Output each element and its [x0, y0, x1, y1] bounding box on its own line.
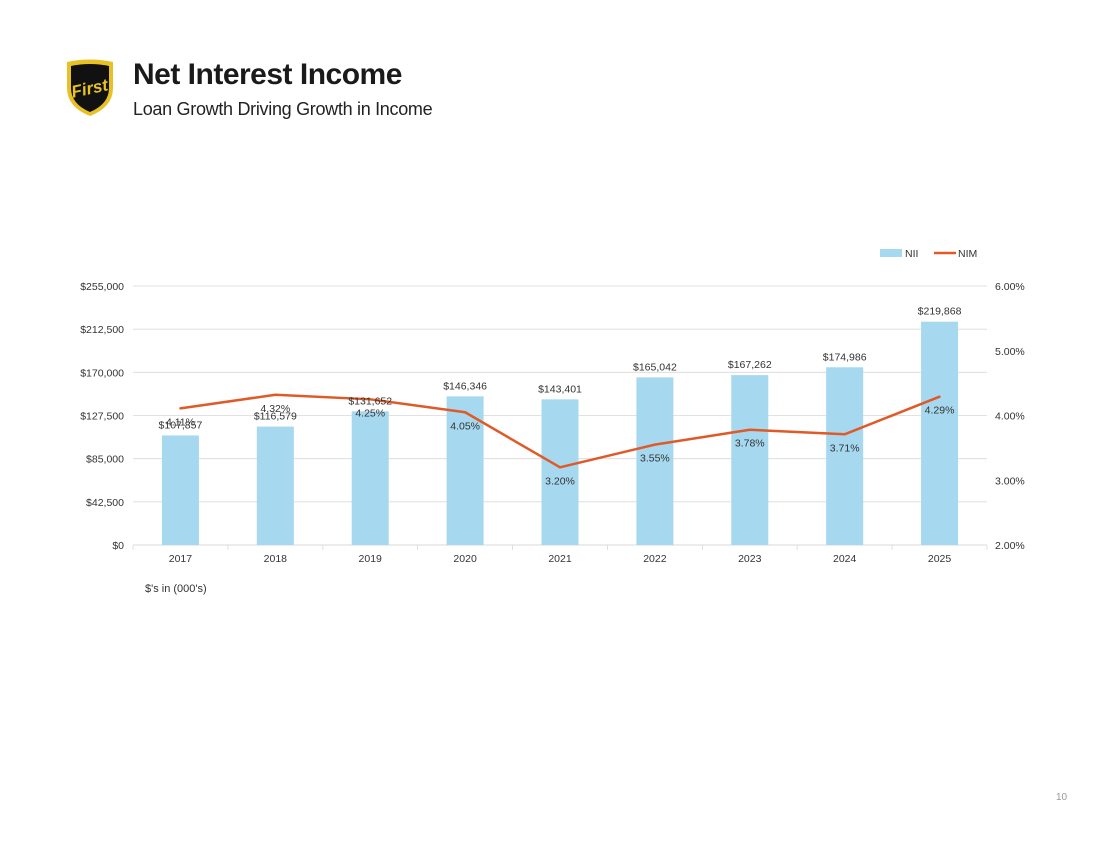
- nim-data-label: 3.55%: [640, 453, 670, 465]
- units-note: $'s in (000's): [145, 583, 207, 595]
- nii-data-label: $174,986: [823, 351, 867, 363]
- nii-bar: [256, 426, 294, 545]
- nii-bar: [636, 377, 674, 545]
- nim-point: [748, 428, 751, 431]
- nim-data-label: 4.29%: [925, 405, 955, 417]
- legend-nii-swatch: [880, 249, 902, 257]
- nim-point: [179, 407, 182, 410]
- y-left-tick-label: $212,500: [80, 324, 124, 336]
- page-number: 10: [1056, 792, 1068, 803]
- y-left-tick-label: $85,000: [86, 454, 124, 466]
- y-right-tick-label: 2.00%: [995, 540, 1025, 552]
- nii-data-label: $167,262: [728, 359, 772, 371]
- nii-bar: [731, 375, 769, 545]
- nim-data-label: 3.20%: [545, 475, 575, 487]
- x-tick-label: 2024: [833, 553, 857, 565]
- nii-bar: [446, 396, 484, 545]
- x-tick-label: 2022: [643, 553, 667, 565]
- nim-data-label: 4.32%: [260, 403, 290, 415]
- nim-point: [938, 395, 941, 398]
- nii-bar: [541, 399, 579, 545]
- nii-bars: [161, 321, 959, 545]
- page-title: Net Interest Income: [133, 58, 402, 91]
- legend-nim-label: NIM: [958, 248, 977, 260]
- nii-data-label: $107,857: [159, 419, 203, 431]
- nii-bar: [351, 411, 389, 545]
- x-tick-label: 2023: [738, 553, 762, 565]
- nim-data-label: 4.05%: [450, 420, 480, 432]
- nim-data-label: 3.78%: [735, 438, 765, 450]
- first-shield-logo: First: [67, 59, 113, 116]
- nim-point: [843, 433, 846, 436]
- y-right-tick-label: 6.00%: [995, 281, 1025, 293]
- nii-data-label: $131,652: [348, 395, 392, 407]
- nii-bar: [161, 435, 199, 545]
- y-right-tick-label: 4.00%: [995, 411, 1025, 423]
- nii-bar: [826, 367, 864, 545]
- nim-data-label: 4.25%: [355, 407, 385, 419]
- chart-legend: NII NIM: [880, 248, 977, 260]
- x-tick-label: 2025: [928, 553, 952, 565]
- y-left-tick-label: $42,500: [86, 497, 124, 509]
- nim-line: [179, 393, 941, 469]
- y-left-tick-label: $0: [112, 540, 124, 552]
- x-tick-label: 2021: [548, 553, 572, 565]
- x-tick-label: 2020: [453, 553, 477, 565]
- nim-point: [653, 443, 657, 446]
- y-right-tick-label: 5.00%: [995, 346, 1025, 358]
- nim-data-label: 4.11%: [166, 416, 195, 428]
- legend-nii-label: NII: [905, 248, 918, 260]
- nii-bar: [921, 321, 959, 545]
- nim-point: [463, 411, 467, 414]
- x-tick-label: 2018: [264, 553, 288, 565]
- axes: $0 $42,500 $85,000 $127,500 $170,000 $212,500…: [80, 281, 1025, 565]
- nim-point: [369, 398, 372, 401]
- y-left-tick-label: $170,000: [80, 367, 124, 379]
- x-tick-label: 2017: [169, 553, 193, 565]
- nii-data-label: $165,042: [633, 361, 677, 373]
- nii-data-label: $143,401: [538, 383, 582, 395]
- nim-point: [558, 466, 562, 469]
- nii-data-label: $116,579: [254, 411, 297, 423]
- page-subtitle: Loan Growth Driving Growth in Income: [133, 99, 433, 119]
- nim-point: [274, 393, 277, 396]
- x-tick-label: 2019: [359, 553, 383, 565]
- y-left-tick-label: $127,500: [80, 411, 124, 423]
- y-right-tick-label: 3.00%: [995, 475, 1025, 487]
- nii-data-label: $219,868: [918, 306, 962, 318]
- nii-data-label: $146,346: [443, 380, 487, 392]
- nim-data-label: 3.71%: [830, 442, 860, 454]
- y-left-tick-label: $255,000: [80, 281, 124, 293]
